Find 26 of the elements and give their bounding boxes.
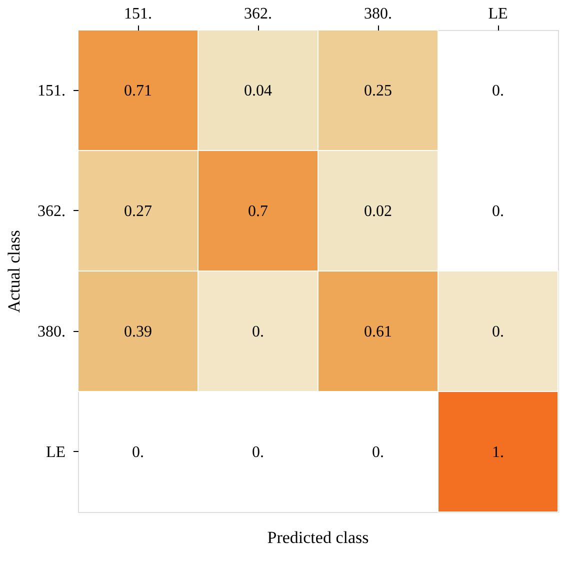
text: 0.: [252, 444, 264, 461]
data-label: 0.04: [244, 82, 272, 100]
data-label: 0.: [252, 323, 264, 340]
y-tick-label: LE: [46, 444, 66, 461]
x-tick-label: 151.: [124, 6, 152, 22]
x-axis-title: Predicted class: [267, 528, 369, 547]
text: 0.: [492, 82, 504, 100]
data-label: 0.61: [364, 323, 392, 340]
y-axis-title: Actual class: [4, 230, 24, 313]
text: 0.: [132, 444, 144, 461]
data-label: 0.71: [124, 82, 152, 100]
y-tick-label: 362.: [38, 202, 66, 220]
data-label: 0.02: [364, 202, 392, 220]
y-tick-label: 151.: [38, 82, 66, 100]
data-label: 0.: [492, 323, 504, 340]
data-label: 0.27: [124, 202, 152, 220]
x-tick-label: 380.: [364, 6, 392, 22]
x-tick-label: 362.: [244, 6, 272, 22]
y-tick-label: 380.: [38, 323, 66, 340]
x-tick-label: LE: [488, 6, 508, 22]
data-label: 1.: [492, 444, 504, 461]
data-label: 0.7: [248, 202, 268, 220]
text: 0.: [492, 202, 504, 220]
text: 0.: [372, 444, 384, 461]
data-label: 0.39: [124, 323, 152, 340]
data-label: 0.25: [364, 82, 392, 100]
